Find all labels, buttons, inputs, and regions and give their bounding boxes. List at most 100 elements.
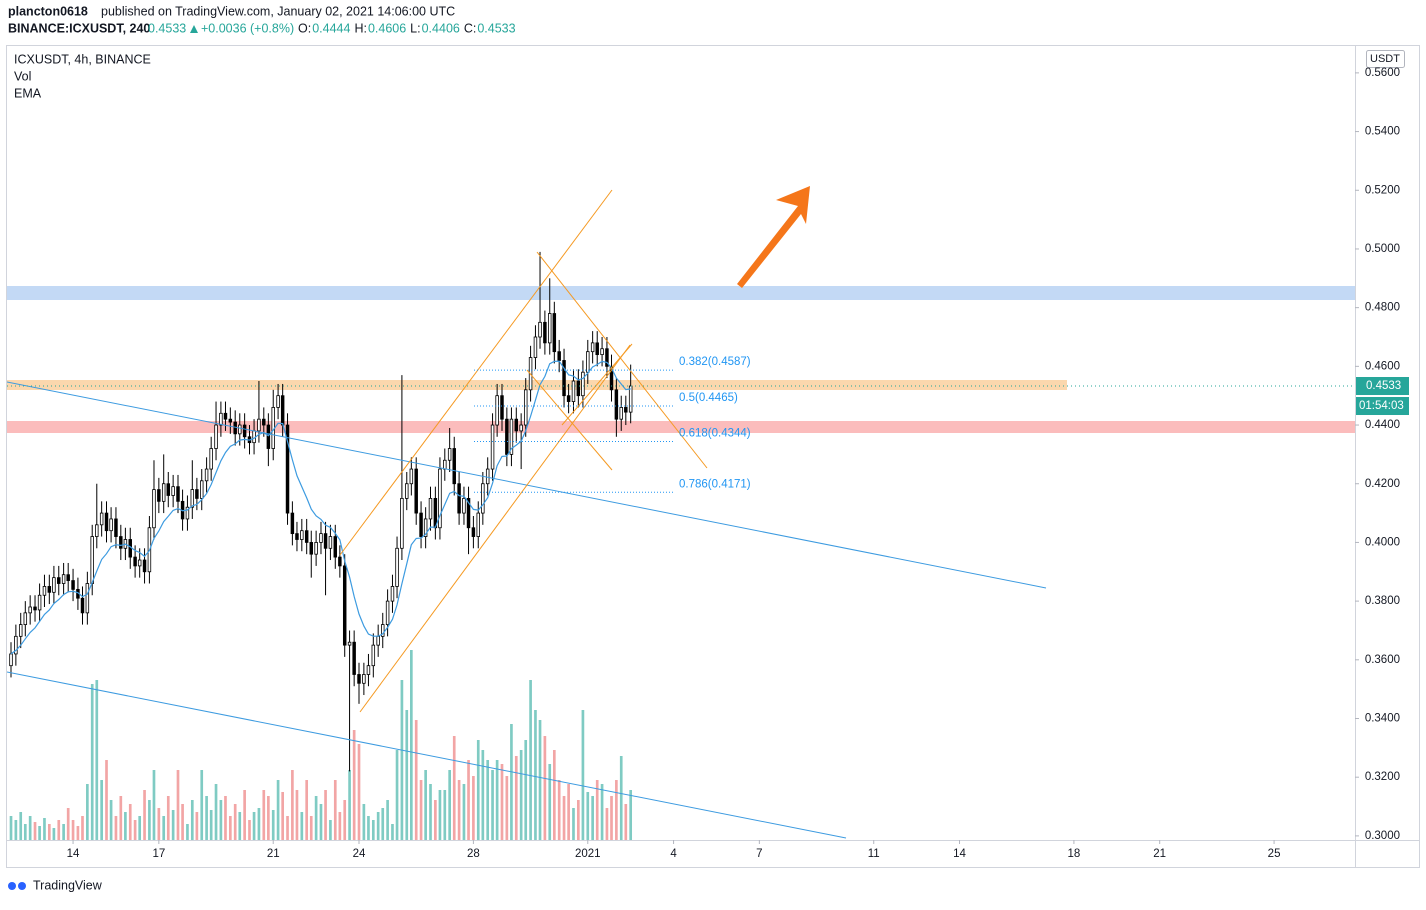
volume-bar	[424, 770, 427, 840]
candle-body	[276, 395, 280, 408]
volume-bar	[352, 730, 356, 840]
candle-body	[600, 348, 604, 356]
candle-body	[509, 418, 514, 455]
x-tick-label: 11	[868, 848, 880, 860]
volume-bar	[238, 812, 242, 840]
candle-body	[338, 556, 342, 567]
volume-bar	[400, 680, 404, 840]
ohlc-key: H:	[354, 21, 367, 35]
candle-body	[104, 512, 109, 532]
candle-body	[214, 424, 218, 449]
candle-body	[171, 486, 175, 496]
candle-body	[233, 421, 237, 435]
volume-bar	[262, 790, 266, 840]
volume-bar	[500, 764, 504, 840]
candle-body	[571, 380, 576, 402]
volume-bar	[600, 784, 604, 840]
volume-bar	[200, 770, 204, 840]
published: published on TradingView.com, January 02…	[101, 4, 455, 18]
candle-body	[557, 351, 561, 361]
candle-body	[262, 418, 266, 426]
author[interactable]: plancton0618	[8, 4, 88, 18]
candle-body	[95, 524, 99, 537]
candle-body	[414, 468, 418, 514]
volume-bar	[209, 810, 213, 840]
candle-body	[552, 313, 557, 353]
candle-body	[242, 424, 247, 438]
currency: USDT	[1370, 53, 1400, 65]
ohlc-value: 0.4444	[312, 21, 350, 35]
volume-bar	[105, 760, 108, 840]
volume-bar	[228, 816, 232, 840]
volume-bar	[514, 756, 518, 840]
candle-body	[566, 395, 571, 402]
fib-label: 0.5(0.4465)	[679, 392, 738, 404]
channel-line	[339, 189, 613, 556]
volume-bar	[324, 790, 327, 840]
volume	[9, 650, 633, 840]
volume-bar	[71, 820, 75, 840]
last-price-label: 0.4533	[1366, 380, 1401, 392]
symbol: BINANCE:ICXUSDT, 240	[8, 21, 150, 35]
brand[interactable]: TradingView	[33, 878, 103, 892]
y-tick-label: 0.3600	[1365, 654, 1400, 666]
volume-bar	[562, 796, 566, 840]
volume-bar	[605, 808, 609, 840]
volume-bar	[300, 812, 304, 840]
axes: 0.3000 0.3200 0.3400 0.3600 0.3800 0.4000 0.42…	[7, 67, 1409, 860]
candle-body	[14, 635, 18, 655]
volume-bar	[577, 800, 580, 840]
volume-bar	[286, 816, 289, 840]
volume-bar	[109, 800, 113, 840]
candle-body	[333, 536, 338, 558]
candle-body	[614, 389, 619, 420]
candle-body	[476, 512, 480, 537]
volume-bar	[38, 826, 41, 840]
candle-body	[309, 542, 313, 555]
volume-bar	[267, 796, 270, 840]
fib-label: 0.618(0.4344)	[679, 428, 751, 440]
volume-bar	[519, 750, 523, 840]
volume-bar	[195, 812, 199, 840]
volume-bar	[119, 796, 123, 840]
ohlc: O: 0.4444 H: 0.4606 L: 0.4406 C: 0.4533	[298, 21, 516, 35]
candle-body	[28, 606, 32, 614]
candle-body	[352, 641, 356, 675]
candle-body	[223, 412, 228, 420]
candle-body	[90, 536, 94, 584]
candle-body	[204, 468, 209, 482]
x-tick-label: 28	[467, 848, 480, 860]
volume-bar	[338, 812, 342, 840]
volume-bar	[148, 800, 151, 840]
zones	[7, 286, 1355, 433]
candle-body	[466, 498, 471, 529]
volume-bar	[95, 680, 99, 840]
candle-body	[285, 424, 290, 514]
x-tick-label: 2021	[575, 848, 601, 860]
last-price-header: 0.4533	[148, 21, 186, 35]
volume-bar	[472, 776, 475, 840]
candle-body	[514, 418, 519, 432]
volume-bar	[133, 820, 137, 840]
volume-bar	[81, 816, 84, 840]
candle-body	[447, 448, 452, 461]
volume-bar	[414, 720, 418, 840]
candle-body	[628, 385, 633, 413]
volume-bar	[329, 820, 332, 840]
currency-box[interactable]	[1366, 50, 1405, 68]
volume-bar	[319, 804, 323, 840]
candle-body	[109, 518, 113, 532]
candle-body	[157, 489, 161, 502]
candle-body	[362, 674, 366, 684]
candle-body	[428, 498, 433, 520]
candle-body	[500, 395, 504, 420]
candle-body	[342, 565, 347, 646]
candle-body	[390, 586, 395, 602]
volume-bar	[281, 792, 284, 840]
volume-bar	[405, 710, 409, 840]
volume-bar	[510, 724, 513, 840]
ohlc-key: C:	[464, 21, 477, 35]
volume-bar	[28, 816, 32, 840]
